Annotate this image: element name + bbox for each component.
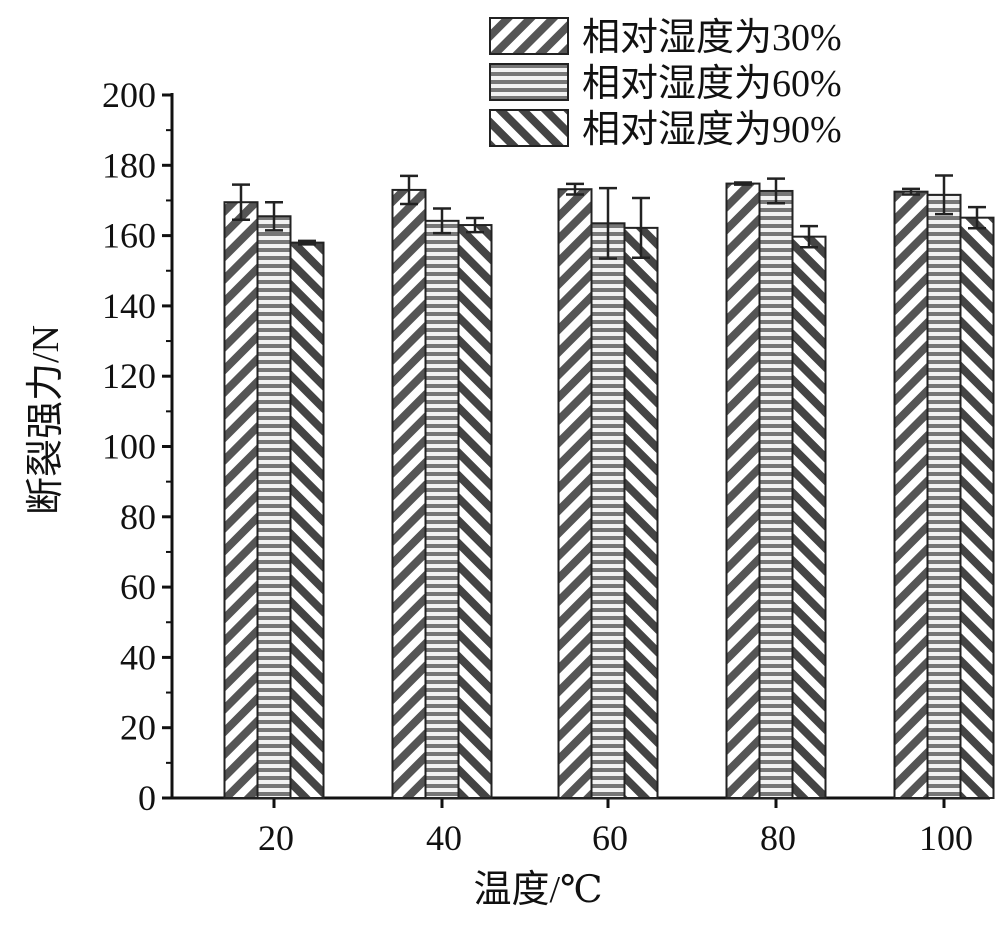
- x-tick-label-80: 80: [760, 818, 796, 858]
- y-tick-label-80: 80: [120, 497, 156, 537]
- bar-diagonal-right-40: [391, 188, 427, 799]
- y-tick-label-20: 20: [120, 708, 156, 748]
- bar-diagonal-right-100: [893, 190, 929, 800]
- y-tick-label-0: 0: [138, 778, 156, 818]
- x-tick-label-40: 40: [426, 818, 462, 858]
- y-tick-label-180: 180: [102, 145, 156, 185]
- y-tick-label-120: 120: [102, 356, 156, 396]
- bar-horizontal-100: [926, 193, 962, 800]
- x-tick-label-20: 20: [258, 818, 294, 858]
- legend-swatch-diagonal-left: [489, 109, 569, 147]
- y-tick-label-60: 60: [120, 567, 156, 607]
- bars: [223, 174, 995, 800]
- bar-diagonal-right-60: [557, 188, 593, 799]
- y-tick-label-100: 100: [102, 427, 156, 467]
- y-axis-title: 断裂强力/N: [25, 325, 67, 515]
- bar-diagonal-right-20: [223, 201, 259, 799]
- y-tick-label-200: 200: [102, 75, 156, 115]
- bar-diagonal-left-20: [289, 241, 325, 799]
- bar-horizontal-20: [256, 215, 292, 799]
- bar-horizontal-40: [424, 219, 460, 800]
- bar-diagonal-left-60: [623, 226, 659, 799]
- y-tick-label-160: 160: [102, 216, 156, 256]
- x-tick-label-60: 60: [592, 818, 628, 858]
- legend-label-diagonal-right: 相对湿度为30%: [582, 17, 842, 59]
- legend-swatch-diagonal-right: [489, 17, 569, 55]
- bar-diagonal-left-40: [457, 224, 493, 799]
- bar-horizontal-80: [758, 189, 794, 800]
- bar-horizontal-60: [590, 222, 626, 800]
- legend: 相对湿度为30%相对湿度为60%相对湿度为90%: [489, 17, 842, 151]
- bar-diagonal-left-80: [791, 235, 827, 800]
- y-tick-label-140: 140: [102, 286, 156, 326]
- bar-diagonal-left-100: [959, 216, 995, 799]
- x-tick-label-100: 100: [919, 818, 973, 858]
- legend-label-horizontal: 相对湿度为60%: [582, 63, 842, 105]
- legend-swatch-horizontal: [489, 63, 569, 101]
- bar-diagonal-right-80: [725, 182, 761, 799]
- y-tick-label-40: 40: [120, 637, 156, 677]
- x-axis-title: 温度/℃: [473, 869, 602, 911]
- legend-label-diagonal-left: 相对湿度为90%: [582, 109, 842, 151]
- axes: 0 20 40 60 80 100 120 140 160 180 200 20 40 60 80 100: [102, 75, 990, 858]
